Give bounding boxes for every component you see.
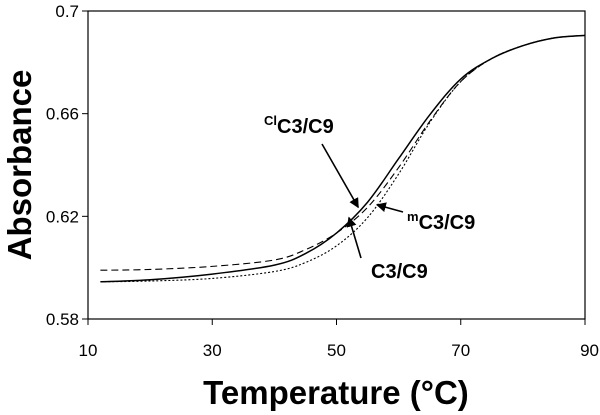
annotation-text: C3/C9 [419,212,476,234]
x-axis-ticks: 10 30 50 70 90 [79,319,599,360]
x-tick-label: 10 [79,341,98,360]
series-line-3 [100,34,586,283]
x-tick-label: 90 [580,341,599,360]
y-tick-label: 0.66 [46,105,79,124]
annotation-text: C3/C9 [277,116,334,138]
x-tick-label: 50 [327,341,346,360]
annotation-arrow-3 [346,216,362,259]
plot-frame [87,10,586,320]
y-axis-ticks: 0.58 0.62 0.66 0.7 [46,2,88,329]
x-tick-label: 70 [451,341,470,360]
y-tick-label: 0.7 [55,2,79,21]
x-axis-title: Temperature (°C) [203,374,469,411]
annotation-label-1: ClC3/C9 [264,113,334,138]
annotation-label-2: mC3/C9 [407,209,475,234]
annotation-arrow-2 [375,202,404,213]
y-tick-label: 0.58 [46,310,79,329]
annotation-label-3: C3/C9 [371,261,428,283]
annotation-prefix: Cl [264,113,277,128]
annotation-prefix: m [407,209,419,224]
series-layer [100,34,586,283]
series-line-2 [100,34,586,271]
annotation-arrow-1 [321,143,359,209]
y-axis-title: Absorbance [1,70,38,261]
series-line-1 [100,34,586,283]
annotation-text: C3/C9 [371,261,428,283]
y-tick-label: 0.62 [46,207,79,226]
x-tick-label: 30 [203,341,222,360]
